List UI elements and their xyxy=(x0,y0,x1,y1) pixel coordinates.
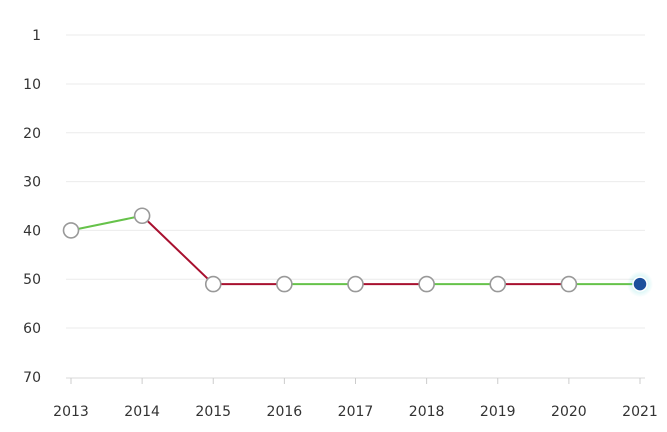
data-point[interactable] xyxy=(560,275,578,293)
x-tick-label: 2021 xyxy=(622,404,658,420)
y-tick-label: 70 xyxy=(23,370,41,386)
x-axis: 2013 2014 2015 2016 2017 2018 2019 2020 2021 xyxy=(53,377,658,420)
x-tick-label: 2013 xyxy=(53,404,89,420)
line-segment xyxy=(70,214,144,232)
series-line xyxy=(70,214,641,286)
line-segment xyxy=(141,214,215,286)
x-tick-label: 2019 xyxy=(480,404,516,420)
y-tick-label: 10 xyxy=(23,77,41,93)
x-tick-label: 2014 xyxy=(124,404,160,420)
data-point[interactable] xyxy=(489,275,507,293)
y-axis: 1 10 20 30 40 50 60 70 xyxy=(23,28,41,386)
x-tick-label: 2018 xyxy=(409,404,445,420)
x-tick-label: 2020 xyxy=(551,404,587,420)
data-point[interactable] xyxy=(347,275,364,293)
x-tick-label: 2017 xyxy=(338,404,374,420)
y-tick-label: 50 xyxy=(23,272,41,288)
y-tick-label: 20 xyxy=(23,126,41,142)
data-point[interactable] xyxy=(204,275,222,293)
y-tick-label: 40 xyxy=(23,223,41,239)
y-tick-label: 30 xyxy=(23,175,41,191)
data-point[interactable] xyxy=(418,275,435,293)
data-point[interactable] xyxy=(133,207,151,225)
x-tick-label: 2016 xyxy=(267,404,303,420)
data-point-current[interactable] xyxy=(632,276,648,292)
y-tick-label: 1 xyxy=(32,28,41,44)
series-markers xyxy=(62,207,653,298)
x-tick-label: 2015 xyxy=(195,404,231,420)
data-point[interactable] xyxy=(276,275,293,293)
y-tick-label: 60 xyxy=(23,321,41,337)
data-point[interactable] xyxy=(62,222,80,239)
